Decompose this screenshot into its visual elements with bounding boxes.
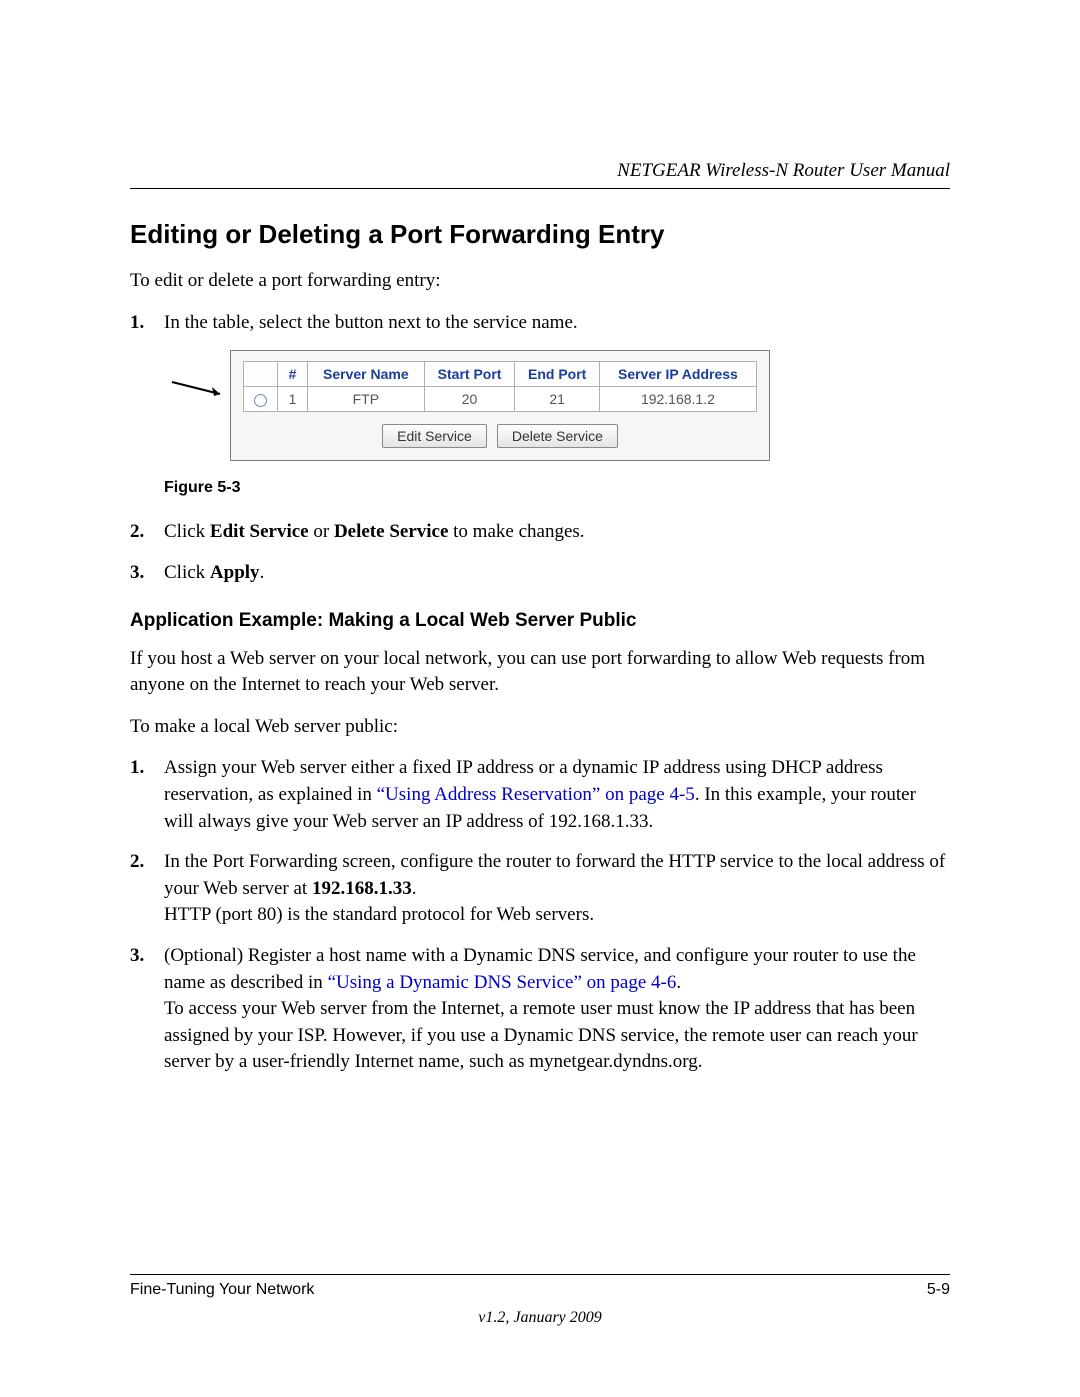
step-number: 3. [130, 943, 144, 970]
doc-title: NETGEAR Wireless-N Router User Manual [617, 160, 950, 181]
step-number: 3. [130, 560, 144, 587]
intro-text: To edit or delete a port forwarding entr… [130, 268, 950, 294]
col-server-name: Server Name [308, 362, 425, 387]
step-c3-rest: To access your Web server from the Inter… [164, 998, 918, 1072]
port-forwarding-table: # Server Name Start Port End Port Server… [243, 361, 757, 412]
col-select [244, 362, 278, 387]
row-select-cell[interactable] [244, 387, 278, 412]
step-text-pre: Click [164, 562, 210, 583]
step-text-post: to make changes. [448, 521, 584, 542]
step-number: 1. [130, 755, 144, 782]
step-text-pre: Click [164, 521, 210, 542]
document-header: NETGEAR Wireless-N Router User Manual [130, 160, 950, 189]
footer-left: Fine-Tuning Your Network [130, 1281, 314, 1299]
apply-label: Apply [210, 562, 260, 583]
paragraph-2: To make a local Web server public: [130, 714, 950, 740]
step-c-3: 3. (Optional) Register a host name with … [130, 943, 950, 1076]
ip-address-bold: 192.168.1.33 [312, 878, 412, 899]
table-header-row: # Server Name Start Port End Port Server… [244, 362, 757, 387]
step-c2-line2: HTTP (port 80) is the standard protocol … [164, 904, 594, 925]
address-reservation-link[interactable]: “Using Address Reservation” on page 4-5 [377, 784, 695, 805]
subheading: Application Example: Making a Local Web … [130, 610, 950, 632]
col-num: # [278, 362, 308, 387]
section-heading: Editing or Deleting a Port Forwarding En… [130, 219, 950, 250]
pointer-arrow-icon [170, 380, 230, 400]
row-server-name: FTP [308, 387, 425, 412]
step-text-post: . [260, 562, 265, 583]
screenshot-panel: # Server Name Start Port End Port Server… [230, 350, 770, 461]
delete-service-button[interactable]: Delete Service [497, 424, 618, 448]
step-number: 2. [130, 849, 144, 876]
step-c-1: 1. Assign your Web server either a fixed… [130, 755, 950, 835]
radio-icon[interactable] [254, 394, 267, 407]
step-number: 1. [130, 310, 144, 337]
dynamic-dns-link[interactable]: “Using a Dynamic DNS Service” on page 4-… [328, 972, 677, 993]
footer-version: v1.2, January 2009 [130, 1309, 950, 1327]
step-c2-pre: In the Port Forwarding screen, configure… [164, 851, 945, 899]
col-start-port: Start Port [424, 362, 515, 387]
step-text: In the table, select the button next to … [164, 312, 578, 333]
step-c3-mid: . [676, 972, 681, 993]
table-row: 1 FTP 20 21 192.168.1.2 [244, 387, 757, 412]
row-num: 1 [278, 387, 308, 412]
row-end-port: 21 [515, 387, 599, 412]
col-server-ip: Server IP Address [599, 362, 756, 387]
step-b-2: 2. Click Edit Service or Delete Service … [130, 519, 950, 546]
step-c2-mid: . [412, 878, 417, 899]
step-b-3: 3. Click Apply. [130, 560, 950, 587]
row-start-port: 20 [424, 387, 515, 412]
button-row: Edit Service Delete Service [243, 424, 757, 448]
step-a-1: 1. In the table, select the button next … [130, 310, 950, 337]
col-end-port: End Port [515, 362, 599, 387]
step-c-2: 2. In the Port Forwarding screen, config… [130, 849, 950, 929]
step-number: 2. [130, 519, 144, 546]
delete-service-label: Delete Service [334, 521, 448, 542]
edit-service-button[interactable]: Edit Service [382, 424, 487, 448]
figure-caption: Figure 5-3 [164, 479, 950, 497]
step-text-mid: or [309, 521, 334, 542]
edit-service-label: Edit Service [210, 521, 309, 542]
footer-page: 5-9 [927, 1281, 950, 1299]
row-server-ip: 192.168.1.2 [599, 387, 756, 412]
figure-5-3: # Server Name Start Port End Port Server… [230, 350, 770, 461]
page-footer: Fine-Tuning Your Network 5-9 v1.2, Janua… [130, 1274, 950, 1327]
paragraph-1: If you host a Web server on your local n… [130, 646, 950, 697]
